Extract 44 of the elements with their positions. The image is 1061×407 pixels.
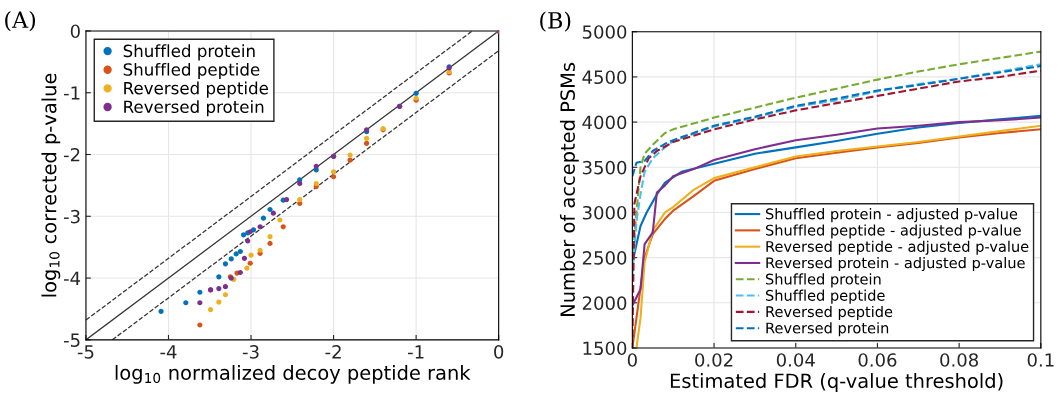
x-axis-title: Estimated FDR (q-value threshold) <box>670 373 1003 392</box>
y-tick-label: 2500 <box>582 251 627 265</box>
legend-label: Reversed peptide <box>124 81 268 98</box>
y-tick-label: 5000 <box>582 25 627 39</box>
x-tick-label: 0.02 <box>695 353 733 367</box>
x-tick-label: 0.04 <box>776 353 815 367</box>
x-tick-label: -3 <box>242 345 259 359</box>
legend-label: Reversed protein <box>766 322 889 337</box>
legend-label: Shuffled protein <box>765 273 881 288</box>
x-tick-label: -2 <box>325 345 341 359</box>
legend-label: Reversed peptide <box>766 305 893 321</box>
text: (B) <box>540 11 571 32</box>
y-tick-label: 1500 <box>583 341 627 356</box>
legend-label: Reversed protein - adjusted p-value <box>766 257 1025 272</box>
x-tick-label: 0.06 <box>858 353 897 367</box>
y-tick-label: -2 <box>63 147 80 162</box>
x-axis-title: log$_{10}$ normalized decoy peptide rank <box>115 364 471 384</box>
y-axis-title: Number of accepted PSMs <box>559 62 579 316</box>
legend-label: Reversed peptide - adjusted p-value <box>766 240 1029 255</box>
y-tick-label: 3500 <box>582 160 627 175</box>
y-tick-label: 4500 <box>582 70 627 85</box>
y-tick-label: -5 <box>63 333 80 347</box>
x-tick-label: 0 <box>494 345 504 359</box>
legend-label: Shuffled peptide <box>765 289 885 304</box>
legend-label: Shuffled peptide - adjusted p-value <box>765 224 1021 239</box>
legend-label: Shuffled peptide <box>123 62 260 80</box>
y-axis-title: log$_{10}$ corrected p-value <box>41 73 61 297</box>
y-tick-label: 4000 <box>582 115 627 130</box>
x-tick-label: -5 <box>77 345 94 359</box>
y-tick-label: 0 <box>70 24 80 39</box>
legend-label: Shuffled protein - adjusted p-value <box>765 208 1018 223</box>
y-tick-label: -1 <box>63 86 80 100</box>
legend-label: Reversed protein <box>124 100 264 117</box>
x-tick-label: 0 <box>627 353 637 367</box>
y-tick-label: -3 <box>63 209 80 224</box>
text: (A) <box>5 10 36 32</box>
y-tick-label: 3000 <box>582 205 627 220</box>
x-tick-label: -4 <box>160 345 177 359</box>
x-tick-label: -1 <box>408 345 424 359</box>
legend-label: Shuffled protein <box>123 44 255 61</box>
x-tick-label: 0.1 <box>1027 353 1054 367</box>
x-tick-label: 0.08 <box>940 353 979 367</box>
y-tick-label: -4 <box>63 271 81 285</box>
y-tick-label: 2000 <box>582 296 627 310</box>
